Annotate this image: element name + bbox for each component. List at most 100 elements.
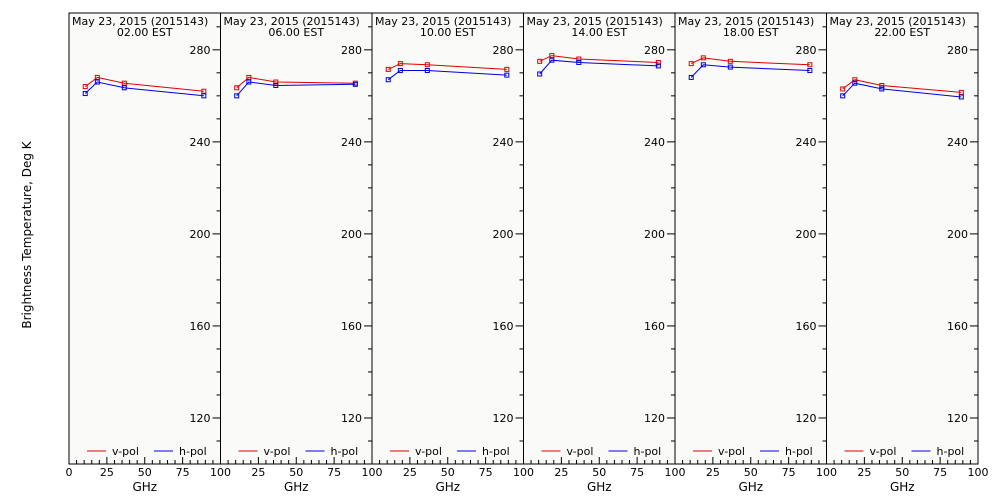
x-tick-label: 25 bbox=[554, 466, 568, 479]
x-axis-label: GHz bbox=[738, 480, 763, 494]
data-point-h-pol bbox=[94, 79, 100, 85]
plot-frame bbox=[68, 12, 221, 465]
x-tick-label: 100 bbox=[362, 466, 383, 479]
legend-label-v-pol: v-pol bbox=[567, 445, 594, 458]
panel-subtitle: 10.00 EST bbox=[420, 26, 476, 39]
x-tick-label: 25 bbox=[706, 466, 720, 479]
y-tick-label: 280 bbox=[947, 44, 968, 57]
y-tick-label: 240 bbox=[947, 136, 968, 149]
y-tick-label: 120 bbox=[493, 412, 514, 425]
panel-title: May 23, 2015 (2015143) bbox=[527, 15, 663, 28]
series-line-h-pol bbox=[842, 82, 962, 98]
data-point-h-pol bbox=[879, 86, 885, 92]
data-point-h-pol bbox=[727, 64, 733, 70]
data-point-h-pol bbox=[246, 79, 252, 85]
x-tick-label: 100 bbox=[968, 466, 989, 479]
data-point-v-pol bbox=[958, 89, 964, 95]
x-tick-label: 75 bbox=[327, 466, 341, 479]
panel-subtitle: 18.00 EST bbox=[723, 26, 779, 39]
x-tick-label: 50 bbox=[138, 466, 152, 479]
y-tick-label: 160 bbox=[644, 320, 665, 333]
data-point-h-pol bbox=[688, 74, 694, 80]
panel-5: May 23, 2015 (2015143)18.00 EST 120 160 200… bbox=[674, 12, 837, 494]
y-tick-label: 120 bbox=[644, 412, 665, 425]
data-point-v-pol bbox=[121, 80, 127, 86]
x-tick-label: 25 bbox=[251, 466, 265, 479]
y-tick-label: 240 bbox=[190, 136, 211, 149]
data-point-h-pol bbox=[958, 94, 964, 100]
y-tick-label: 280 bbox=[796, 44, 817, 57]
x-tick-label: 50 bbox=[289, 466, 303, 479]
x-tick-label: 100 bbox=[816, 466, 837, 479]
series-line-v-pol bbox=[842, 79, 962, 93]
x-tick-label: 75 bbox=[933, 466, 947, 479]
x-tick-label: 50 bbox=[592, 466, 606, 479]
x-tick-label: 75 bbox=[782, 466, 796, 479]
x-tick-label: 100 bbox=[513, 466, 534, 479]
panel-subtitle: 06.00 EST bbox=[268, 26, 324, 39]
y-tick-label: 280 bbox=[493, 44, 514, 57]
x-axis-label: GHz bbox=[587, 480, 612, 494]
data-point-v-pol bbox=[807, 62, 813, 68]
panel-subtitle: 02.00 EST bbox=[117, 26, 173, 39]
y-tick-label: 200 bbox=[796, 228, 817, 241]
data-point-h-pol bbox=[700, 62, 706, 68]
legend-label-h-pol: h-pol bbox=[634, 445, 662, 458]
panel-title: May 23, 2015 (2015143) bbox=[72, 15, 208, 28]
data-point-v-pol bbox=[576, 56, 582, 62]
x-tick-label: 50 bbox=[441, 466, 455, 479]
data-point-v-pol bbox=[879, 82, 885, 88]
y-tick-label: 240 bbox=[341, 136, 362, 149]
y-tick-label: 120 bbox=[341, 412, 362, 425]
y-tick-label: 160 bbox=[493, 320, 514, 333]
x-axis-label: GHz bbox=[435, 480, 460, 494]
x-tick-label: 25 bbox=[857, 466, 871, 479]
data-point-v-pol bbox=[840, 86, 846, 92]
x-tick-label: 100 bbox=[665, 466, 686, 479]
x-tick-label: 100 bbox=[210, 466, 231, 479]
data-point-h-pol bbox=[352, 81, 358, 87]
data-point-v-pol bbox=[655, 59, 661, 65]
data-point-v-pol bbox=[246, 74, 252, 80]
data-point-h-pol bbox=[655, 63, 661, 69]
data-point-h-pol bbox=[537, 71, 543, 77]
data-point-h-pol bbox=[385, 77, 391, 83]
data-point-h-pol bbox=[121, 85, 127, 91]
legend-label-h-pol: h-pol bbox=[785, 445, 813, 458]
data-point-v-pol bbox=[201, 88, 207, 94]
series-line-v-pol bbox=[236, 76, 356, 89]
panel-title: May 23, 2015 (2015143) bbox=[678, 15, 814, 28]
x-tick-label: 0 bbox=[66, 466, 73, 479]
data-point-h-pol bbox=[840, 93, 846, 99]
data-point-v-pol bbox=[700, 55, 706, 61]
legend-label-v-pol: v-pol bbox=[415, 445, 442, 458]
data-point-v-pol bbox=[82, 84, 88, 90]
panel-subtitle: 14.00 EST bbox=[571, 26, 627, 39]
data-point-v-pol bbox=[688, 61, 694, 67]
x-tick-label: 75 bbox=[630, 466, 644, 479]
data-point-v-pol bbox=[424, 62, 430, 68]
data-point-h-pol bbox=[201, 93, 207, 99]
y-tick-label: 160 bbox=[796, 320, 817, 333]
data-point-h-pol bbox=[549, 57, 555, 63]
y-tick-label: 280 bbox=[190, 44, 211, 57]
data-point-v-pol bbox=[234, 85, 240, 91]
data-point-v-pol bbox=[273, 79, 279, 85]
data-point-h-pol bbox=[234, 93, 240, 99]
panel-title: May 23, 2015 (2015143) bbox=[224, 15, 360, 28]
panel-title: May 23, 2015 (2015143) bbox=[830, 15, 966, 28]
legend-label-h-pol: h-pol bbox=[482, 445, 510, 458]
series-line-v-pol bbox=[539, 55, 659, 63]
data-point-h-pol bbox=[82, 91, 88, 97]
data-point-v-pol bbox=[727, 58, 733, 64]
data-point-h-pol bbox=[273, 82, 279, 88]
y-tick-label: 200 bbox=[341, 228, 362, 241]
panels: May 23, 2015 (2015143)02.00 EST120160200… bbox=[66, 12, 989, 494]
x-axis-label: GHz bbox=[284, 480, 309, 494]
series-line-v-pol bbox=[690, 57, 810, 66]
x-tick-label: 25 bbox=[403, 466, 417, 479]
legend-label-v-pol: v-pol bbox=[870, 445, 897, 458]
x-tick-label: 50 bbox=[744, 466, 758, 479]
panel-1: May 23, 2015 (2015143)02.00 EST 120 160 200… bbox=[66, 12, 231, 494]
panel-subtitle: 22.00 EST bbox=[874, 26, 930, 39]
